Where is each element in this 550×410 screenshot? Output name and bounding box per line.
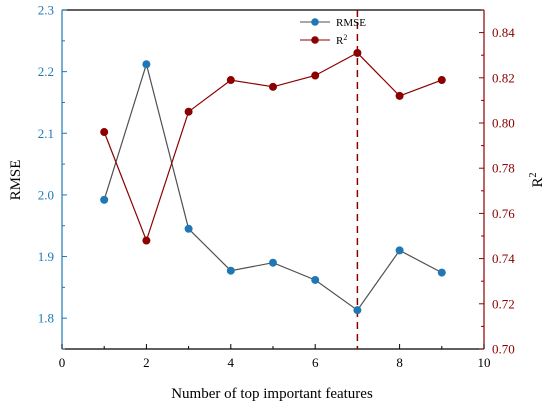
right-tick-label: 0.84 — [492, 25, 515, 40]
r2-series-line — [103, 52, 443, 243]
legend-r2-label-base: R — [336, 35, 344, 47]
r2-point — [142, 236, 151, 245]
r2-point — [395, 91, 404, 100]
x-tick-label: 4 — [228, 355, 235, 370]
rmse-point — [269, 258, 277, 267]
rmse-point — [437, 268, 446, 277]
left-axis-title: RMSE — [8, 160, 24, 201]
right-tick-label: 0.80 — [492, 116, 515, 131]
rmse-point — [311, 275, 320, 284]
rmse-point — [184, 224, 193, 233]
r2-point — [226, 76, 235, 85]
right-axis-title-sup: 2 — [528, 172, 539, 177]
x-tick-label: 10 — [478, 355, 491, 370]
right-tick-label: 0.76 — [492, 206, 515, 221]
right-tick-label: 0.70 — [492, 342, 515, 357]
legend-r2-marker — [311, 36, 319, 44]
left-tick-label: 2.1 — [38, 126, 54, 141]
right-tick-label: 0.82 — [492, 70, 515, 85]
rmse-point — [395, 246, 404, 255]
x-tick-label: 0 — [59, 355, 66, 370]
legend-r2-label-sup: 2 — [343, 33, 347, 42]
rmse-point — [142, 60, 151, 69]
left-tick-label: 2.0 — [38, 187, 54, 202]
r2-point — [269, 82, 277, 91]
x-axis-title: Number of top important features — [171, 386, 373, 402]
legend-rmse-marker — [311, 18, 319, 26]
legend: RMSE R2 — [300, 17, 366, 47]
right-tick-label: 0.72 — [492, 296, 515, 311]
r2-point — [437, 76, 446, 85]
rmse-point — [100, 195, 109, 204]
r2-point — [100, 128, 109, 137]
r2-point — [311, 71, 320, 80]
left-tick-label: 2.2 — [38, 64, 54, 79]
left-tick-label: 2.3 — [38, 3, 54, 18]
right-axis-title-base: R — [530, 177, 546, 187]
rmse-point — [353, 306, 362, 315]
x-tick-label: 2 — [143, 355, 150, 370]
left-tick-label: 1.8 — [38, 311, 54, 326]
x-tick-label: 6 — [312, 355, 319, 370]
rmse-series-line — [103, 62, 443, 312]
right-axis-title: R2 — [528, 172, 546, 187]
legend-r2-label: R2 — [336, 33, 347, 47]
left-tick-label: 1.9 — [38, 249, 54, 264]
r2-point — [184, 107, 193, 116]
right-tick-label: 0.78 — [492, 161, 515, 176]
plot-area: 0 2 4 6 8 10 1.8 1.9 2.0 2.1 2.2 2.3 0.70 0.72 0.74 0.7… — [38, 3, 516, 371]
legend-rmse-label: RMSE — [336, 17, 366, 29]
x-tick-label: 8 — [396, 355, 403, 370]
rmse-point — [226, 266, 235, 275]
r2-point — [353, 48, 362, 57]
right-tick-label: 0.74 — [492, 251, 515, 266]
